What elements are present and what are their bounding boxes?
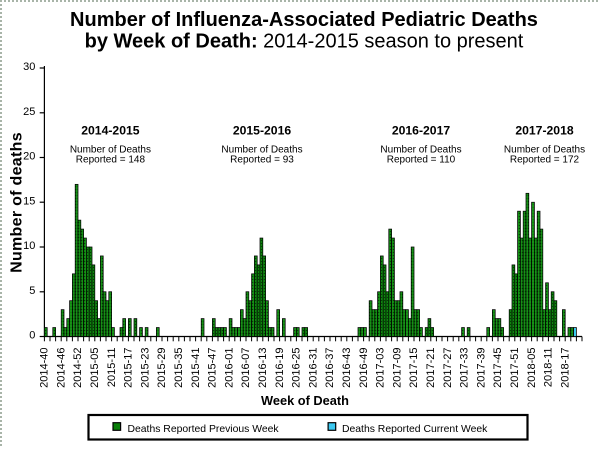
svg-text:2014-46: 2014-46 (55, 348, 67, 388)
svg-text:by Week of Death: 2014-2015 se: by Week of Death: 2014-2015 season to pr… (85, 31, 524, 53)
svg-text:0: 0 (29, 330, 35, 342)
svg-text:2016-19: 2016-19 (274, 348, 286, 388)
svg-text:25: 25 (23, 106, 35, 118)
svg-text:2018-17: 2018-17 (559, 348, 571, 388)
svg-text:2017-33: 2017-33 (459, 348, 471, 388)
svg-text:Number of Deaths: Number of Deaths (70, 145, 151, 156)
svg-text:2015-2016: 2015-2016 (233, 123, 292, 137)
svg-text:Deaths Reported Previous Week: Deaths Reported Previous Week (128, 424, 280, 435)
svg-text:2015-23: 2015-23 (139, 348, 151, 388)
svg-text:2015-35: 2015-35 (173, 348, 185, 388)
svg-text:2017-09: 2017-09 (391, 348, 403, 388)
svg-text:2017-39: 2017-39 (475, 348, 487, 388)
svg-text:2016-49: 2016-49 (358, 348, 370, 388)
svg-text:2015-05: 2015-05 (89, 348, 101, 388)
svg-text:2014-40: 2014-40 (39, 348, 51, 388)
svg-text:2017-2018: 2017-2018 (515, 123, 574, 137)
svg-text:2018-11: 2018-11 (543, 348, 555, 388)
svg-text:2016-07: 2016-07 (240, 348, 252, 388)
svg-text:15: 15 (23, 195, 35, 207)
svg-text:Reported = 172: Reported = 172 (510, 155, 580, 166)
svg-text:2016-2017: 2016-2017 (392, 123, 451, 137)
svg-text:2018-05: 2018-05 (526, 348, 538, 388)
svg-text:Number of Influenza-Associated: Number of Influenza-Associated Pediatric… (70, 9, 538, 31)
svg-text:2014-2015: 2014-2015 (81, 123, 140, 137)
svg-text:10: 10 (23, 240, 35, 252)
svg-text:5: 5 (29, 285, 35, 297)
svg-text:2014-52: 2014-52 (72, 348, 84, 388)
svg-text:Number of Deaths: Number of Deaths (504, 145, 585, 156)
svg-text:2016-31: 2016-31 (307, 348, 319, 388)
svg-text:2015-29: 2015-29 (156, 348, 168, 388)
svg-text:Reported = 93: Reported = 93 (230, 155, 294, 166)
svg-text:2016-13: 2016-13 (257, 348, 269, 388)
svg-text:20: 20 (23, 151, 35, 163)
svg-text:2015-47: 2015-47 (207, 348, 219, 388)
svg-text:2016-25: 2016-25 (291, 348, 303, 388)
svg-text:2016-37: 2016-37 (324, 348, 336, 388)
svg-text:Number of deaths: Number of deaths (9, 132, 26, 273)
svg-text:2015-17: 2015-17 (123, 348, 135, 388)
svg-text:Reported = 110: Reported = 110 (387, 155, 456, 166)
svg-text:2016-43: 2016-43 (341, 348, 353, 388)
svg-text:2017-21: 2017-21 (425, 348, 437, 388)
svg-text:30: 30 (23, 61, 35, 73)
svg-text:Reported = 148: Reported = 148 (76, 155, 146, 166)
svg-text:2016-01: 2016-01 (223, 348, 235, 388)
svg-text:Number of Deaths: Number of Deaths (221, 145, 302, 156)
svg-text:2017-03: 2017-03 (375, 348, 387, 388)
svg-text:2017-45: 2017-45 (492, 348, 504, 388)
svg-text:2015-41: 2015-41 (190, 348, 202, 388)
svg-text:Number of Deaths: Number of Deaths (380, 145, 461, 156)
svg-text:2017-51: 2017-51 (509, 348, 521, 388)
svg-text:2015-11: 2015-11 (106, 348, 118, 388)
svg-text:2017-27: 2017-27 (442, 348, 454, 388)
svg-text:2017-15: 2017-15 (408, 348, 420, 388)
svg-text:Deaths Reported Current Week: Deaths Reported Current Week (342, 424, 488, 435)
svg-text:Week of Death: Week of Death (261, 393, 349, 408)
